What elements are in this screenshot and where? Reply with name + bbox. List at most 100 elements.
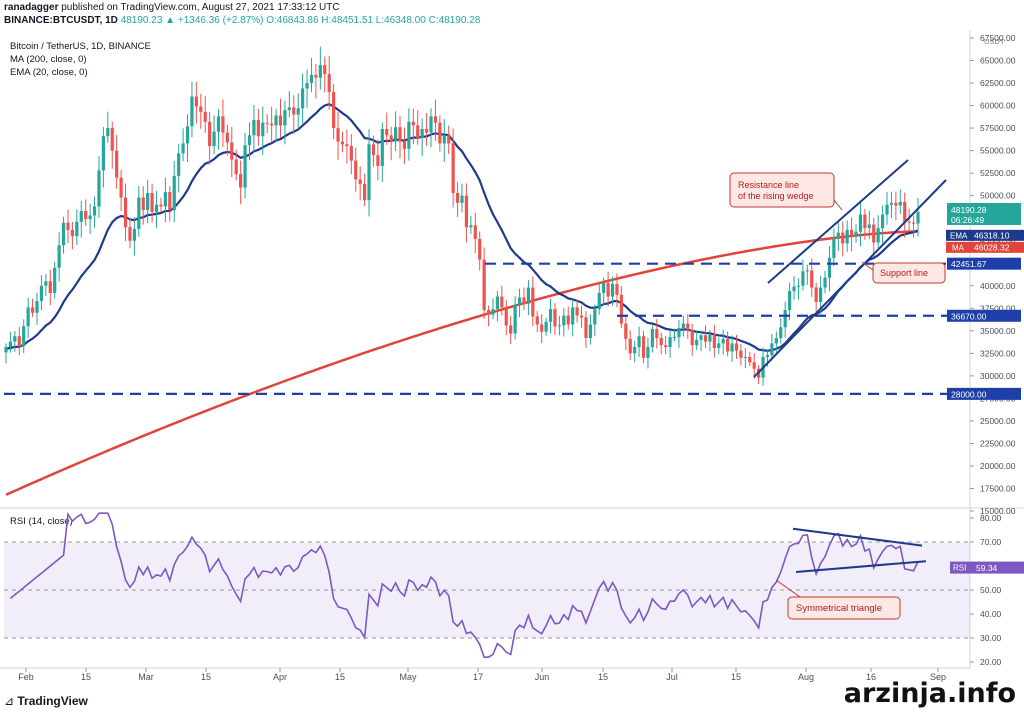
candle-body <box>194 96 198 107</box>
candle-body <box>119 177 123 198</box>
rsi-value-label: 59.34 <box>976 563 998 573</box>
candle-body <box>805 270 809 272</box>
tradingview-logo[interactable]: ⊿ TradingView <box>4 694 88 708</box>
time-tick-label: 17 <box>473 672 483 682</box>
price-tick-label: 57500.00 <box>980 123 1016 133</box>
candle-body <box>132 229 136 241</box>
candle-body <box>730 343 734 352</box>
rsi-legend[interactable]: RSI (14, close) <box>10 516 73 527</box>
candle-body <box>819 287 823 302</box>
price-tick-label: 37500.00 <box>980 303 1016 313</box>
candle-body <box>363 183 367 201</box>
price-tick-label: 55000.00 <box>980 146 1016 156</box>
ohlc-values: 48190.23 ▲ +1346.36 (+2.87%) O:46843.86 … <box>120 15 481 26</box>
candle-body <box>566 315 570 325</box>
candle-body <box>154 204 159 212</box>
price-tick-label: 67500.00 <box>980 33 1016 43</box>
candle-body <box>13 336 17 342</box>
candle-body <box>708 334 712 342</box>
ema-value-tag <box>970 229 1024 241</box>
time-tick-label: Jun <box>535 672 550 682</box>
level-price-label: 28000.00 <box>951 389 987 399</box>
candle-body <box>619 294 623 324</box>
candle-body <box>230 142 234 160</box>
candle-body <box>398 127 402 142</box>
candle-body <box>354 160 358 180</box>
candle-body <box>221 116 225 133</box>
candle-body <box>672 337 677 339</box>
rsi-value-tag <box>970 561 1024 574</box>
resistance-callout-box <box>729 172 835 208</box>
candle-body <box>141 197 145 211</box>
candle-body <box>17 336 21 347</box>
candle-body <box>615 283 619 295</box>
candle-body <box>163 192 167 207</box>
wedge-resistance-line <box>767 159 909 284</box>
level-price-label: 36670.00 <box>951 311 987 321</box>
candle-body <box>128 227 132 241</box>
candle-body <box>39 285 44 302</box>
candle-body <box>8 341 13 348</box>
ma-legend[interactable]: MA (200, close, 0) <box>10 54 87 65</box>
candle-body <box>433 116 438 123</box>
ema-tag-box <box>946 229 970 241</box>
candle-body <box>451 143 455 193</box>
rsi-tag-label: RSI <box>953 564 966 573</box>
candle-body <box>438 122 442 144</box>
candle-body <box>44 281 48 286</box>
candle-body <box>345 144 349 147</box>
candle-body <box>854 231 858 237</box>
candle-body <box>548 309 553 322</box>
candle-body <box>239 174 243 188</box>
candle-body <box>318 65 322 78</box>
ema-legend[interactable]: EMA (20, close, 0) <box>10 67 88 78</box>
candle-body <box>323 65 327 75</box>
price-tick-label: 60000.00 <box>980 101 1016 111</box>
candle-body <box>203 111 207 122</box>
candle-body <box>88 215 92 220</box>
candle-body <box>531 287 535 317</box>
candle-body <box>376 155 380 166</box>
candle-body <box>836 232 840 239</box>
time-tick-label: 15 <box>81 672 91 682</box>
ma-value-tag <box>970 241 1024 253</box>
candle-body <box>849 229 854 237</box>
candle-body <box>721 338 725 344</box>
candle-body <box>296 108 300 115</box>
candle-body <box>75 221 79 237</box>
publish-info: ranadagger published on TradingView.com,… <box>4 2 340 13</box>
candle-body <box>712 334 716 348</box>
publisher-name[interactable]: ranadagger <box>4 2 59 13</box>
time-tick-label: 15 <box>598 672 608 682</box>
candle-body <box>482 259 486 311</box>
candle-body <box>123 197 128 228</box>
candle-body <box>788 291 792 311</box>
candle-body <box>584 317 588 339</box>
candle-body <box>283 110 287 126</box>
candle-body <box>442 135 446 144</box>
candle-body <box>79 210 83 222</box>
ma-tag-label: MA <box>952 243 965 252</box>
candle-body <box>411 121 415 126</box>
price-tick-label: 35000.00 <box>980 326 1016 336</box>
candle-body <box>402 141 407 149</box>
candle-body <box>199 106 203 112</box>
candle-body <box>150 192 154 212</box>
candle-body <box>115 150 119 178</box>
price-tick-label: 17500.00 <box>980 483 1016 493</box>
candle-body <box>301 88 305 109</box>
candle-body <box>177 153 181 176</box>
candle-body <box>97 170 101 207</box>
candle-body <box>500 296 504 308</box>
candle-body <box>628 338 632 354</box>
candle-body <box>610 283 615 297</box>
candle-body <box>389 135 393 142</box>
candle-body <box>752 362 756 369</box>
candle-body <box>486 310 491 315</box>
candle-body <box>876 228 880 243</box>
candle-body <box>633 347 637 354</box>
candle-body <box>579 315 584 318</box>
symbol-label: BINANCE:BTCUSDT, 1D <box>4 15 118 26</box>
candle-body <box>832 238 836 258</box>
